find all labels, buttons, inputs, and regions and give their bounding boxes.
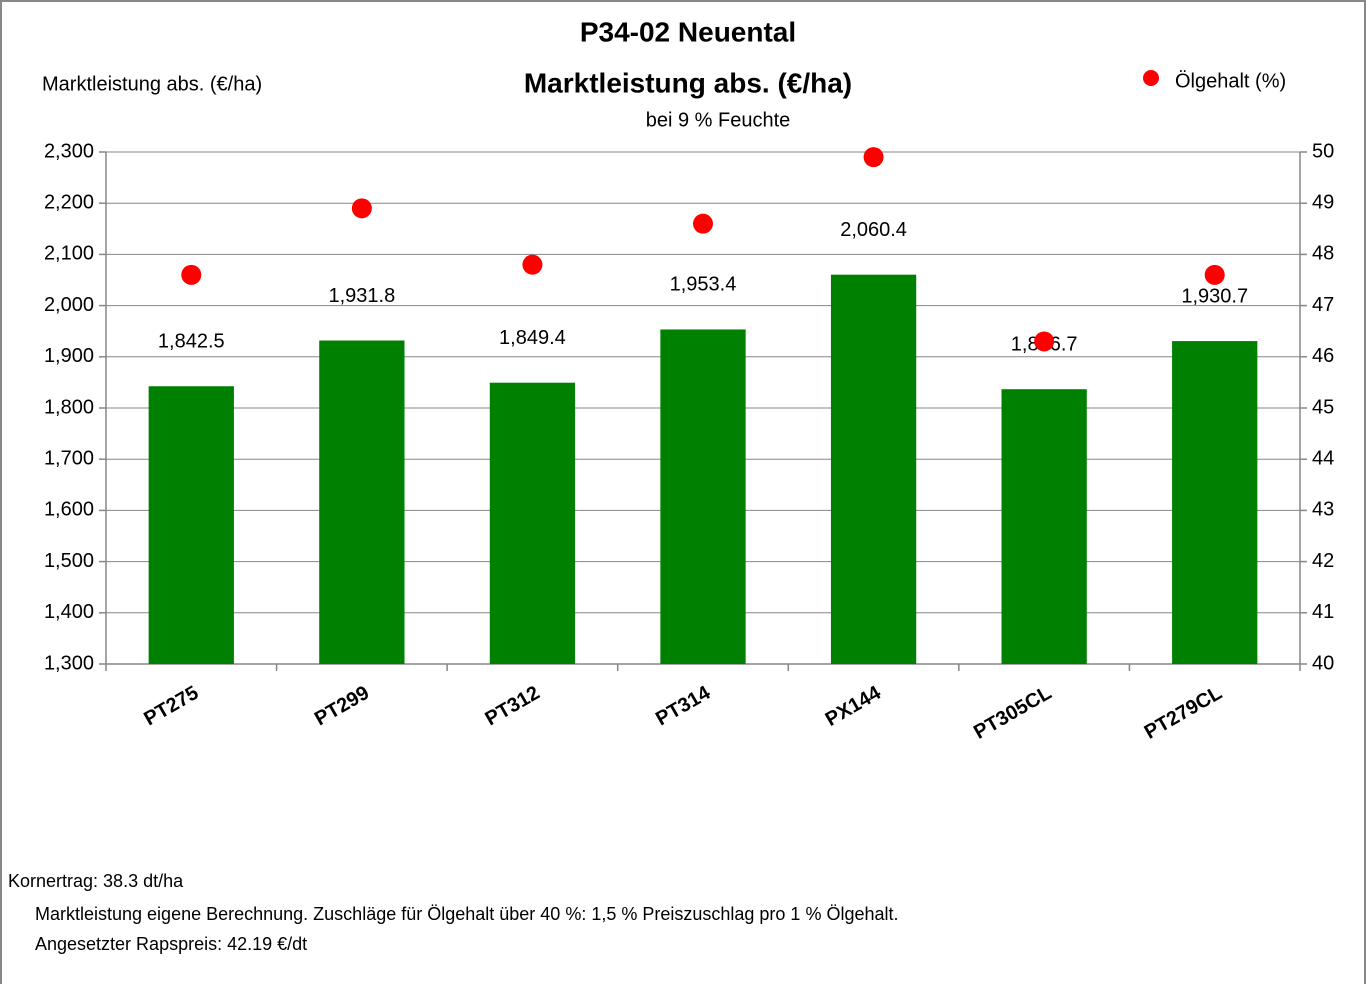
- chart-subtitle: Marktleistung abs. (€/ha): [524, 67, 852, 98]
- scatter-point: [351, 198, 372, 219]
- y-tick-label: 2,000: [44, 294, 94, 316]
- data-label: 1,849.4: [499, 327, 566, 349]
- y2-tick-label: 45: [1312, 396, 1334, 418]
- x-tick-label: PT299: [311, 682, 373, 731]
- chart-subtitle2: bei 9 % Feuchte: [646, 109, 791, 131]
- y-tick-label: 1,600: [44, 499, 94, 521]
- y-axis-label: Marktleistung abs. (€/ha): [42, 73, 262, 95]
- data-label: 1,931.8: [328, 285, 395, 307]
- y2-tick-label: 43: [1312, 499, 1334, 521]
- note: Marktleistung eigene Berechnung. Zuschlä…: [35, 904, 899, 924]
- scatter-point: [1204, 264, 1225, 285]
- y2-tick-label: 50: [1312, 140, 1334, 162]
- x-tick-label: PT314: [652, 681, 715, 730]
- bar: [489, 382, 576, 664]
- y2-tick-label: 42: [1312, 550, 1334, 572]
- x-tick-label: PT312: [482, 682, 544, 731]
- scatter-point: [522, 254, 543, 275]
- x-tick-label: PT305CL: [970, 682, 1055, 744]
- scatter-point: [863, 147, 884, 168]
- y-tick-label: 2,100: [44, 243, 94, 265]
- legend-label: Ölgehalt (%): [1175, 70, 1286, 92]
- bar: [148, 386, 234, 664]
- legend-marker: [1143, 70, 1159, 86]
- note: Kornertrag: 38.3 dt/ha: [8, 871, 184, 891]
- y2-tick-label: 40: [1312, 652, 1334, 674]
- y-tick-label: 1,500: [44, 550, 94, 572]
- y2-tick-label: 47: [1312, 294, 1334, 316]
- y-tick-label: 1,900: [44, 345, 94, 367]
- scatter-point: [1034, 331, 1055, 352]
- data-label: 2,060.4: [840, 219, 907, 241]
- x-tick-label: PT275: [140, 682, 202, 731]
- x-tick-label: PX144: [822, 681, 886, 731]
- bar: [660, 329, 746, 664]
- y2-tick-label: 46: [1312, 345, 1334, 367]
- data-label: 1,842.5: [158, 331, 225, 353]
- y-tick-label: 1,700: [44, 447, 94, 469]
- scatter-point: [693, 213, 713, 234]
- bar: [1172, 341, 1258, 664]
- data-label: 1,953.4: [670, 274, 737, 296]
- y2-tick-label: 49: [1312, 191, 1334, 213]
- bar: [319, 340, 405, 664]
- scatter-point: [181, 264, 202, 285]
- data-label: 1,930.7: [1181, 285, 1248, 307]
- y2-tick-label: 48: [1312, 243, 1334, 265]
- y2-tick-label: 41: [1312, 601, 1334, 623]
- y-tick-label: 1,400: [44, 601, 94, 623]
- note: Angesetzter Rapspreis: 42.19 €/dt: [35, 934, 307, 954]
- y-tick-label: 2,300: [44, 140, 94, 162]
- bar: [830, 274, 917, 664]
- y-tick-label: 2,200: [44, 191, 94, 213]
- chart-title: P34-02 Neuental: [580, 16, 796, 47]
- x-tick-label: PT279CL: [1141, 682, 1226, 744]
- y2-tick-label: 44: [1312, 447, 1334, 469]
- y-tick-label: 1,300: [44, 652, 94, 674]
- y-tick-label: 1,800: [44, 396, 94, 418]
- bar: [1001, 389, 1087, 664]
